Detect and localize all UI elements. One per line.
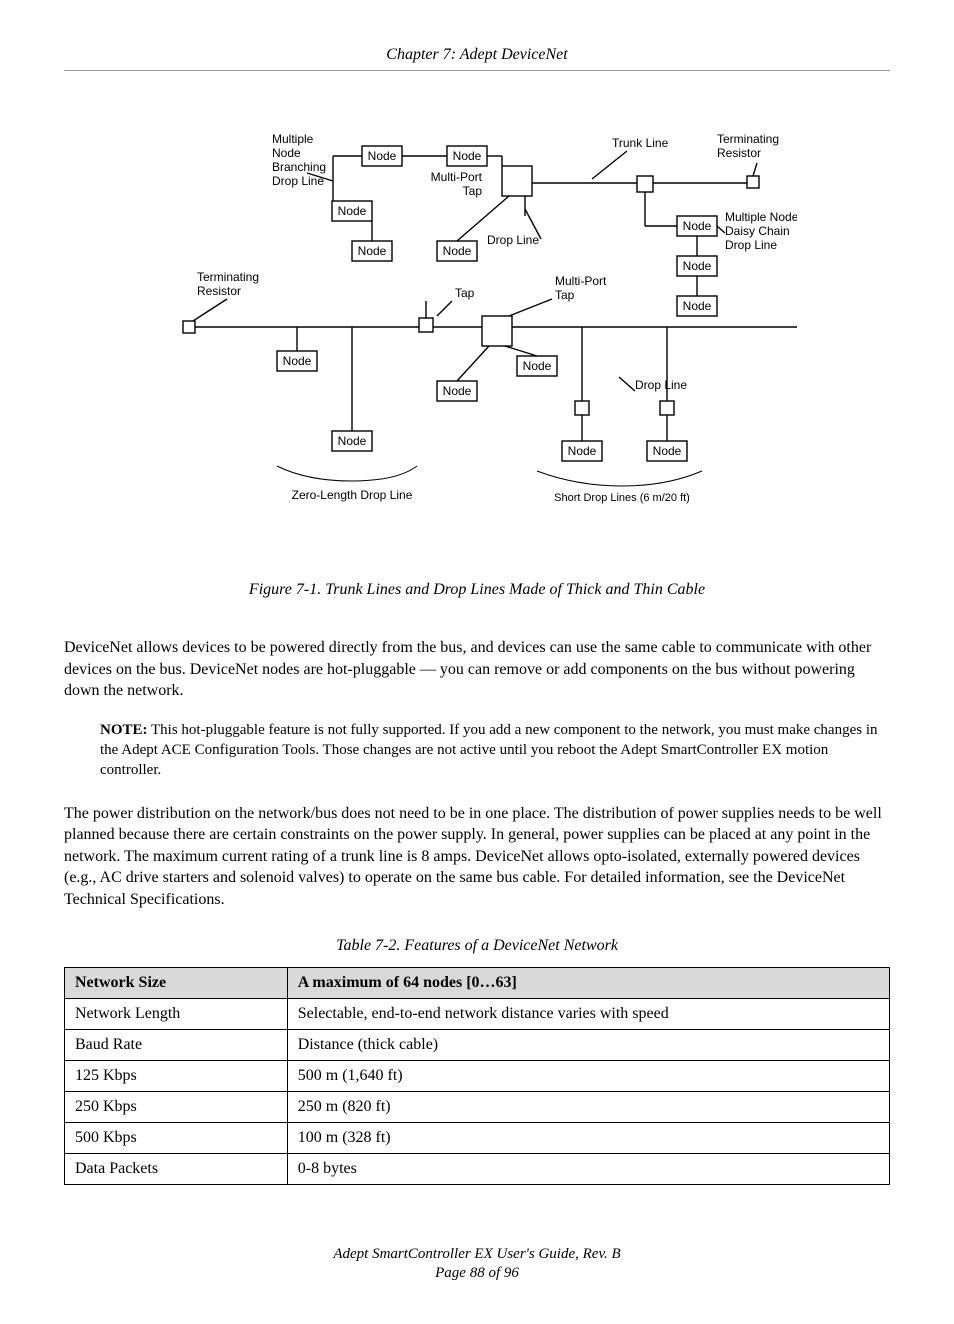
table-row: 250 Kbps250 m (820 ft) [65,1091,890,1122]
label-multiport-tap: Tap [463,184,483,198]
table-caption: Table 7-2. Features of a DeviceNet Netwo… [64,937,890,955]
table-row: Baud RateDistance (thick cable) [65,1029,890,1060]
node-label: Node [683,219,712,233]
label-daisy-chain: Drop Line [725,238,777,252]
label-multiport-tap: Multi-Port [431,170,483,184]
node-label: Node [338,204,367,218]
label-term-resistor-left: Terminating [197,270,259,284]
label-multiport-tap2: Multi-Port [555,274,607,288]
label-daisy-chain: Multiple Node [725,210,797,224]
table-cell: Distance (thick cable) [287,1029,889,1060]
node-label: Node [683,259,712,273]
table-cell: Network Length [65,998,288,1029]
label-multiport-tap2: Tap [555,288,575,302]
table-cell: Data Packets [65,1153,288,1184]
node-label: Node [683,299,712,313]
label-term-resistor: Resistor [717,146,761,160]
label-term-resistor: Terminating [717,132,779,146]
table-row: Data Packets0-8 bytes [65,1153,890,1184]
label-multiple-node: Multiple [272,132,314,146]
page-footer: Adept SmartController EX User's Guide, R… [64,1245,890,1284]
label-multiple-node: Branching [272,160,326,174]
table-row: 500 Kbps100 m (328 ft) [65,1122,890,1153]
note-block: NOTE: This hot-pluggable feature is not … [100,720,890,781]
node-label: Node [283,354,312,368]
table-row: 125 Kbps500 m (1,640 ft) [65,1060,890,1091]
label-trunk-line: Trunk Line [612,136,669,150]
table-cell: Baud Rate [65,1029,288,1060]
node-label: Node [523,359,552,373]
note-label: NOTE: [100,722,148,738]
node-label: Node [338,434,367,448]
label-daisy-chain: Daisy Chain [725,224,790,238]
paragraph-1: DeviceNet allows devices to be powered d… [64,637,890,702]
table-cell: 250 Kbps [65,1091,288,1122]
figure-caption: Figure 7-1. Trunk Lines and Drop Lines M… [64,581,890,599]
table-header-row: Network Size A maximum of 64 nodes [0…63… [65,967,890,998]
node-label: Node [568,444,597,458]
table-cell: Selectable, end-to-end network distance … [287,998,889,1029]
node-label: Node [653,444,682,458]
table-cell: 500 Kbps [65,1122,288,1153]
table-header-cell: A maximum of 64 nodes [0…63] [287,967,889,998]
footer-line-1: Adept SmartController EX User's Guide, R… [64,1245,890,1265]
network-diagram: Node Node Node Node Node Node Node Node … [157,121,797,541]
label-tap: Tap [455,286,475,300]
table-cell: 100 m (328 ft) [287,1122,889,1153]
node-label: Node [443,384,472,398]
table-cell: 125 Kbps [65,1060,288,1091]
table-row: Network LengthSelectable, end-to-end net… [65,998,890,1029]
label-drop-line2: Drop Line [635,378,687,392]
node-label: Node [443,244,472,258]
label-multiple-node: Drop Line [272,174,324,188]
label-multiple-node: Node [272,146,301,160]
table-cell: 0-8 bytes [287,1153,889,1184]
label-short-drop: Short Drop Lines (6 m/20 ft) [554,492,690,504]
footer-line-2: Page 88 of 96 [64,1264,890,1284]
table-cell: 250 m (820 ft) [287,1091,889,1122]
node-label: Node [358,244,387,258]
table-header-cell: Network Size [65,967,288,998]
paragraph-2: The power distribution on the network/bu… [64,803,890,911]
label-drop-line: Drop Line [487,233,539,247]
table-cell: 500 m (1,640 ft) [287,1060,889,1091]
label-zero-length: Zero-Length Drop Line [292,488,413,502]
node-label: Node [453,149,482,163]
node-label: Node [368,149,397,163]
label-term-resistor-left: Resistor [197,284,241,298]
note-body: This hot-pluggable feature is not fully … [100,722,878,779]
features-table: Network Size A maximum of 64 nodes [0…63… [64,967,890,1185]
chapter-header: Chapter 7: Adept DeviceNet [64,46,890,71]
